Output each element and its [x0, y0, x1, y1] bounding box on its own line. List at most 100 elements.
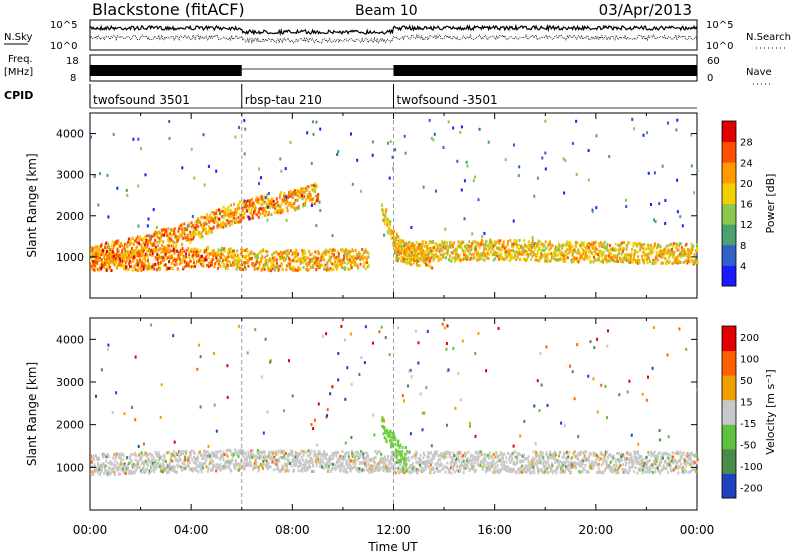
scatter-cell [207, 470, 209, 473]
scatter-cell [93, 247, 95, 250]
scatter-cell [308, 449, 310, 452]
scatter-cell [648, 172, 650, 175]
scatter-cell [574, 250, 576, 253]
scatter-cell [251, 463, 253, 466]
scatter-cell [254, 204, 256, 207]
scatter-cell [356, 257, 358, 260]
scatter-cell [259, 202, 261, 205]
scatter-cell [265, 211, 267, 214]
scatter-cell [334, 249, 336, 252]
scatter-cell [332, 463, 334, 466]
scatter-cell [184, 458, 186, 461]
scatter-cell [404, 253, 406, 256]
scatter-cell [550, 453, 552, 456]
scatter-cell [539, 247, 541, 250]
scatter-cell [485, 247, 487, 250]
scatter-cell [514, 239, 516, 242]
scatter-cell [189, 231, 191, 234]
scatter-cell [163, 258, 165, 261]
scatter-cell [153, 267, 155, 270]
scatter-cell [464, 179, 466, 182]
freq-block [394, 65, 698, 76]
colorbar-swatch [722, 142, 736, 163]
scatter-cell [423, 186, 425, 189]
scatter-cell [439, 458, 441, 461]
scatter-cell [557, 258, 559, 261]
scatter-cell [125, 265, 127, 268]
scatter-cell [431, 460, 433, 463]
scatter-cell [275, 251, 277, 254]
scatter-cell [265, 196, 267, 199]
scatter-cell [588, 178, 590, 181]
scatter-cell [136, 259, 138, 262]
scatter-cell [224, 249, 226, 252]
scatter-cell [312, 465, 314, 468]
scatter-cell [545, 464, 547, 467]
nave-label: Nave [746, 67, 772, 78]
scatter-cell [605, 255, 607, 258]
scatter-cell [336, 153, 338, 156]
scatter-cell [608, 155, 610, 158]
scatter-cell [497, 255, 499, 258]
scatter-cell [288, 252, 290, 255]
scatter-cell [460, 468, 462, 471]
scatter-cell [637, 255, 639, 258]
scatter-cell [130, 470, 132, 473]
scatter-cell [471, 253, 473, 256]
scatter-cell [146, 250, 148, 253]
scatter-cell [102, 249, 104, 252]
scatter-cell [156, 250, 158, 253]
scatter-cell [139, 466, 141, 469]
scatter-cell [433, 138, 435, 141]
scatter-cell [561, 247, 563, 250]
scatter-cell [597, 249, 599, 252]
scatter-cell [295, 269, 297, 272]
scatter-cell [455, 257, 457, 260]
scatter-cell [211, 261, 213, 264]
scatter-cell [413, 261, 415, 264]
scatter-cell [452, 246, 454, 249]
scatter-cell [532, 236, 534, 239]
scatter-cell [422, 240, 424, 243]
scatter-cell [244, 466, 246, 469]
scatter-cell [394, 242, 396, 245]
scatter-cell [396, 238, 398, 241]
scatter-cell [471, 232, 473, 235]
scatter-cell [193, 461, 195, 464]
scatter-cell [148, 262, 150, 265]
scatter-cell [352, 183, 354, 186]
scatter-cell [285, 196, 287, 199]
scatter-cell [109, 266, 111, 269]
scatter-cell [252, 217, 254, 220]
scatter-cell [153, 208, 155, 211]
scatter-cell [200, 236, 202, 239]
scatter-cell [553, 469, 555, 472]
scatter-cell [533, 468, 535, 471]
scatter-cell [480, 243, 482, 246]
scatter-cell [317, 458, 319, 461]
scatter-cell [440, 257, 442, 260]
scatter-cell [256, 261, 258, 264]
scatter-cell [187, 224, 189, 227]
scatter-cell [196, 465, 198, 468]
scatter-cell [409, 251, 411, 254]
scatter-cell [169, 137, 171, 140]
scatter-cell [432, 454, 434, 457]
scatter-cell [254, 268, 256, 271]
scatter-cell [395, 471, 397, 474]
scatter-cell [190, 241, 192, 244]
scatter-cell [464, 251, 466, 254]
scatter-cell [352, 249, 354, 252]
scatter-cell [90, 259, 92, 262]
scatter-cell [233, 249, 235, 252]
cpid-segment-label: twofsound 3501 [93, 93, 190, 107]
scatter-cell [258, 468, 260, 471]
scatter-cell [337, 266, 339, 269]
scatter-cell [224, 214, 226, 217]
scatter-cell [354, 465, 356, 468]
scatter-cell [184, 233, 186, 236]
scatter-cell [136, 246, 138, 249]
scatter-cell [140, 458, 142, 461]
nsearch-trace [90, 35, 697, 43]
